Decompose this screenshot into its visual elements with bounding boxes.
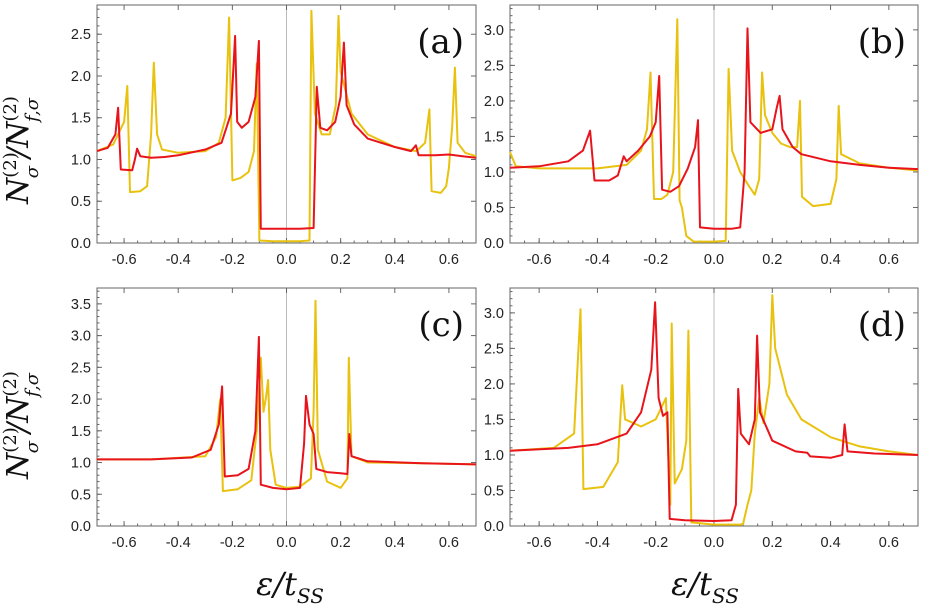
panel-a: -0.6 -0.4 -0.2 0.0 0.2 0.4 0.6 0.0 0.5 1.0 1.5 2.0 2… [71,4,477,268]
series-line-yellow [509,18,919,243]
y-tick-label: 3.0 [71,329,91,345]
panel-label: (b) [858,22,906,62]
x-tick-label: 0.4 [820,535,840,551]
x-tick-label: -0.2 [220,252,245,268]
y-tick-label: 0.0 [71,519,91,535]
y-tick-label: 2.5 [71,360,91,376]
y-axis-label-top: N(2)σ/N(2)f,σ [0,96,43,205]
x-axis-label-left: ε/tSS [256,565,324,605]
y-tick-label: 0.0 [484,236,504,252]
x-tick-label: -0.2 [643,252,668,268]
y-tick-label: 0.5 [484,200,504,216]
panel-label: (d) [858,305,906,345]
y-tick-label: 0.5 [71,194,91,210]
x-axis-label-right: ε/tSS [671,565,739,605]
series-line-red [509,27,919,230]
y-tick-label: 1.0 [71,152,91,168]
y-tick-label: 1.5 [484,129,504,145]
y-tick-label: 3.0 [484,306,504,322]
series-line-yellow [97,299,477,493]
y-tick-label: 2.0 [484,377,504,393]
y-tick-label: 2.0 [71,69,91,85]
x-tick-label: 0.6 [879,252,899,268]
series-line-yellow [509,294,919,526]
y-tick-label: 2.0 [71,392,91,408]
x-tick-label: 0.6 [439,252,459,268]
panel-label: (c) [418,305,464,345]
x-tick-label: -0.4 [166,535,191,551]
y-tick-label: 1.5 [484,412,504,428]
y-tick-label: 1.0 [71,456,91,472]
series-line-yellow [96,9,477,243]
y-tick-label: 3.5 [71,297,91,313]
x-tick-label: 0.6 [879,535,899,551]
y-tick-label: 0.0 [484,519,504,535]
x-tick-label: 0.4 [385,535,405,551]
x-tick-label: 0.0 [276,535,296,551]
x-tick-label: 0.4 [820,252,840,268]
x-tick-label: 0.0 [704,252,724,268]
x-tick-label: -0.4 [166,252,191,268]
y-axis-label-bottom: N(2)σ/N(2)f,σ [0,371,43,480]
x-tick-label: 0.2 [762,252,782,268]
x-tick-label: -0.2 [643,535,668,551]
panel-b: -0.6 -0.4 -0.2 0.0 0.2 0.4 0.6 0.0 0.5 1.0 1.5 2.0 2… [484,4,919,268]
y-tick-label: 1.5 [71,111,91,127]
y-tick-label: 1.0 [484,448,504,464]
x-tick-label: -0.6 [112,252,137,268]
y-tick-label: 2.5 [71,27,91,43]
y-tick-label: 1.0 [484,165,504,181]
y-tick-label: 0.5 [484,483,504,499]
panels: -0.6 -0.4 -0.2 0.0 0.2 0.4 0.6 0.0 0.5 1.0 1.5 2.0 2… [71,4,919,551]
y-tick-label: 2.5 [484,341,504,357]
y-tick-label: 3.0 [484,23,504,39]
x-tick-label: -0.6 [527,252,552,268]
panel-d: -0.6 -0.4 -0.2 0.0 0.2 0.4 0.6 0.0 0.5 1.0 1.5 2.0 2… [484,287,919,551]
series-line-red [96,34,477,230]
x-tick-label: 0.4 [385,252,405,268]
x-tick-label: 0.2 [331,535,351,551]
x-tick-label: 0.2 [762,535,782,551]
series-line-red [97,335,477,491]
x-tick-label: -0.6 [527,535,552,551]
x-tick-label: -0.4 [585,535,610,551]
x-tick-label: 0.6 [439,535,459,551]
y-tick-label: 0.5 [71,487,91,503]
y-tick-label: 1.5 [71,424,91,440]
x-tick-label: -0.2 [220,535,245,551]
x-tick-label: 0.2 [331,252,351,268]
x-tick-label: -0.4 [585,252,610,268]
x-tick-label: 0.0 [276,252,296,268]
svg-text:N(2)σ/N(2)f,σ: N(2)σ/N(2)f,σ [0,371,43,480]
panel-label: (a) [417,22,464,62]
y-tick-label: 2.5 [484,58,504,74]
x-tick-label: 0.0 [704,535,724,551]
y-tick-label: 0.0 [71,236,91,252]
panel-c: -0.6 -0.4 -0.2 0.0 0.2 0.4 0.6 0.0 0.5 1.0 1.5 2.0 2… [71,287,477,551]
svg-text:N(2)σ/N(2)f,σ: N(2)σ/N(2)f,σ [0,96,43,205]
y-tick-label: 2.0 [484,94,504,110]
x-tick-label: -0.6 [112,535,137,551]
series-line-red [509,301,919,522]
